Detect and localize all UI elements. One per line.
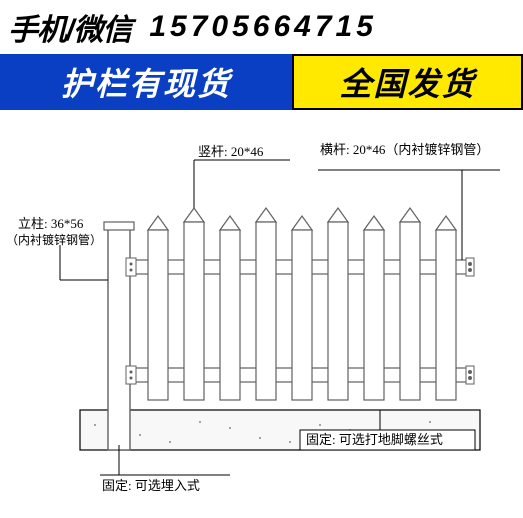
fixl-label: 固定:: [102, 478, 132, 493]
callout-vertical-bar: 竖杆: 20*46: [194, 144, 290, 208]
post-label: 立柱:: [18, 216, 48, 231]
picket-8: [400, 208, 420, 400]
fixr-value: 可选打地脚螺丝式: [339, 432, 443, 447]
banner-stock-text: 护栏有现货: [61, 59, 231, 105]
header-bar: 手机/微信 15705664715: [0, 0, 523, 54]
hbar-note: （内衬镀锌钢管）: [385, 142, 489, 157]
hbar-label: 横杆:: [320, 142, 350, 157]
vbar-value: 20*46: [231, 144, 264, 159]
picket-7: [364, 216, 384, 400]
phone-number: 15705664715: [149, 10, 377, 44]
post-note: （内衬镀锌钢管）: [6, 232, 102, 247]
svg-text:横杆: 20*46（内衬镀锌钢管）: 横杆: 20*46（内衬镀锌钢管）: [320, 142, 489, 157]
picket-1: [148, 216, 168, 400]
svg-text:固定: 可选打地脚螺丝式: 固定: 可选打地脚螺丝式: [306, 432, 443, 447]
banner-stock: 护栏有现货: [0, 54, 292, 110]
picket-9: [436, 216, 456, 400]
banner-shipping-text: 全国发货: [339, 59, 475, 105]
svg-text:竖杆: 20*46: 竖杆: 20*46: [198, 144, 264, 159]
picket-4: [256, 208, 276, 400]
banner-shipping: 全国发货: [292, 54, 523, 110]
callout-fix-left: 固定: 可选埋入式: [100, 445, 230, 493]
picket-6: [328, 208, 348, 400]
picket-2: [184, 208, 204, 400]
fence-svg: 竖杆: 20*46 横杆: 20*46（内衬镀锌钢管） 立柱: 36*56 （内…: [0, 110, 523, 513]
vbar-label: 竖杆:: [198, 144, 228, 159]
picket-5: [292, 216, 312, 400]
post-value: 36*56: [51, 216, 84, 231]
svg-text:立柱: 36*56: 立柱: 36*56: [18, 216, 84, 231]
fence-diagram: 竖杆: 20*46 横杆: 20*46（内衬镀锌钢管） 立柱: 36*56 （内…: [0, 110, 523, 513]
contact-label: 手机/微信: [8, 5, 131, 49]
hbar-value: 20*46: [353, 142, 386, 157]
callout-post: 立柱: 36*56 （内衬镀锌钢管）: [6, 216, 108, 280]
promo-banner: 护栏有现货 全国发货: [0, 54, 523, 110]
fixl-value: 可选埋入式: [135, 478, 200, 493]
rail-caps: [466, 258, 474, 384]
fixr-label: 固定:: [306, 432, 336, 447]
pickets: [148, 208, 456, 400]
svg-text:固定: 可选埋入式: 固定: 可选埋入式: [102, 478, 200, 493]
picket-3: [220, 216, 240, 400]
